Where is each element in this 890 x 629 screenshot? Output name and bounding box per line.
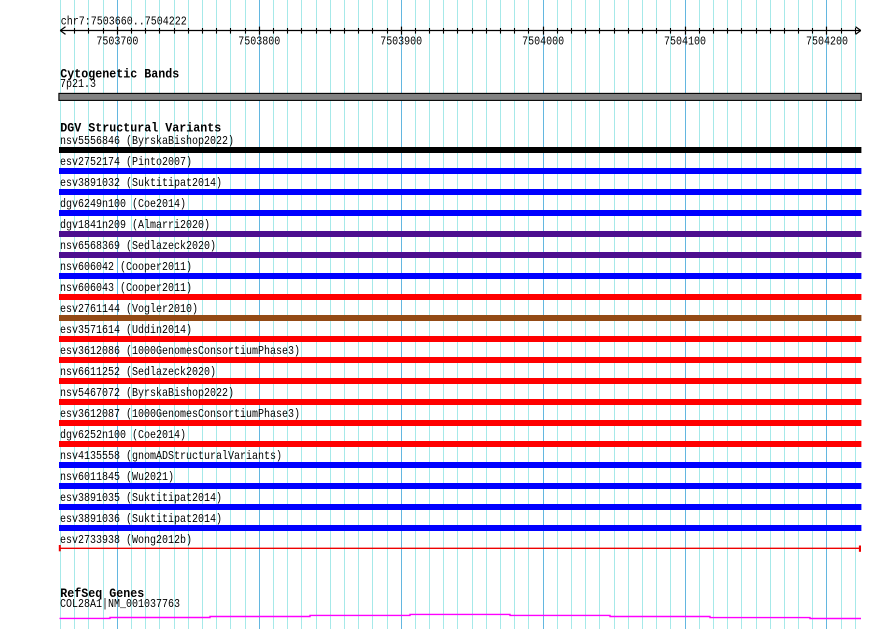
svg-text:7503700: 7503700 — [96, 35, 138, 49]
svg-text:Cytogenetic Bands: Cytogenetic Bands — [60, 66, 179, 81]
svg-text:dgv1841n209 (Almarri2020): dgv1841n209 (Almarri2020) — [60, 218, 210, 232]
svg-text:esv3891035 (Suktitipat2014): esv3891035 (Suktitipat2014) — [60, 491, 222, 505]
svg-text:COL28A1|NM_001037763: COL28A1|NM_001037763 — [60, 597, 180, 611]
svg-text:7503800: 7503800 — [238, 35, 280, 49]
svg-text:nsv6611252 (Sedlazeck2020): nsv6611252 (Sedlazeck2020) — [60, 365, 216, 379]
svg-text:RefSeq Genes: RefSeq Genes — [60, 586, 144, 601]
svg-text:dgv6249n100 (Coe2014): dgv6249n100 (Coe2014) — [60, 197, 186, 211]
svg-text:nsv5467072 (ByrskaBishop2022): nsv5467072 (ByrskaBishop2022) — [60, 386, 234, 400]
svg-text:nsv6011845 (Wu2021): nsv6011845 (Wu2021) — [60, 470, 174, 484]
svg-text:esv3571614 (Uddin2014): esv3571614 (Uddin2014) — [60, 323, 192, 337]
svg-text:7504200: 7504200 — [806, 35, 848, 49]
svg-text:nsv606042 (Cooper2011): nsv606042 (Cooper2011) — [60, 260, 192, 274]
svg-text:esv3612087 (1000GenomesConsort: esv3612087 (1000GenomesConsortiumPhase3) — [60, 407, 300, 421]
svg-text:esv2733938 (Wong2012b): esv2733938 (Wong2012b) — [60, 533, 192, 547]
svg-text:esv2761144 (Vogler2010): esv2761144 (Vogler2010) — [60, 302, 198, 316]
svg-text:7p21.3: 7p21.3 — [60, 77, 96, 91]
svg-text:nsv606043 (Cooper2011): nsv606043 (Cooper2011) — [60, 281, 192, 295]
svg-text:7504100: 7504100 — [664, 35, 706, 49]
svg-text:nsv4135558 (gnomADStructuralVa: nsv4135558 (gnomADStructuralVariants) — [60, 449, 282, 463]
svg-text:dgv6252n100 (Coe2014): dgv6252n100 (Coe2014) — [60, 428, 186, 442]
svg-text:7503900: 7503900 — [380, 35, 422, 49]
svg-text:nsv6568369 (Sedlazeck2020): nsv6568369 (Sedlazeck2020) — [60, 239, 216, 253]
svg-text:DGV Structural Variants: DGV Structural Variants — [60, 120, 221, 135]
svg-text:7504000: 7504000 — [522, 35, 564, 49]
svg-text:nsv5556846 (ByrskaBishop2022): nsv5556846 (ByrskaBishop2022) — [60, 134, 234, 148]
svg-text:esv3891032 (Suktitipat2014): esv3891032 (Suktitipat2014) — [60, 176, 222, 190]
svg-text:chr7:7503660..7504222: chr7:7503660..7504222 — [61, 15, 187, 29]
svg-text:esv3891036 (Suktitipat2014): esv3891036 (Suktitipat2014) — [60, 512, 222, 526]
svg-text:esv3612086 (1000GenomesConsort: esv3612086 (1000GenomesConsortiumPhase3) — [60, 344, 300, 358]
svg-text:esv2752174 (Pinto2007): esv2752174 (Pinto2007) — [60, 155, 192, 169]
